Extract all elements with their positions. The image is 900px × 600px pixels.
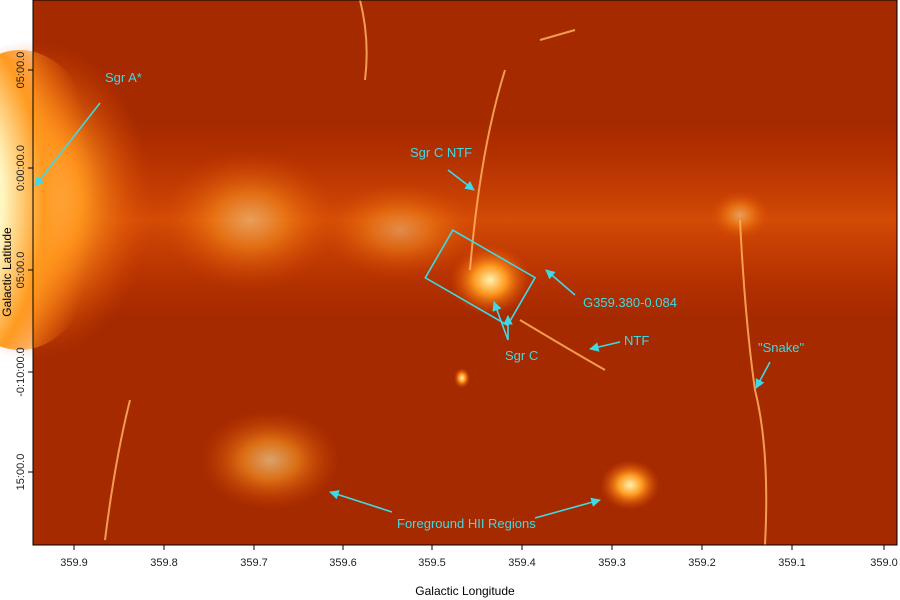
- arrow: [447, 169, 475, 191]
- x-tick-label: 359.4: [508, 557, 536, 569]
- y-axis-label: Galactic Latitude: [0, 227, 14, 317]
- label: Sgr C: [505, 348, 538, 363]
- arrow: [545, 269, 576, 296]
- frame: [32, 0, 898, 546]
- x-tick-label: 359.7: [240, 557, 268, 569]
- arrow: [755, 361, 771, 389]
- arrow: [589, 341, 621, 352]
- arrow: [492, 301, 509, 341]
- annotations: Sgr A* Sgr C NTF G359.380-0.084 Sgr C NT…: [34, 70, 804, 531]
- y-tick-label: 15:00.0: [15, 454, 27, 491]
- x-tick-label: 359.9: [60, 557, 88, 569]
- label: Sgr A*: [105, 70, 142, 85]
- label: Foreground HII Regions: [397, 516, 536, 531]
- x-tick-label: 359.8: [150, 557, 178, 569]
- ticks: 359.9 359.8 359.7 359.6 359.5 359.4 359.3 359.2…: [15, 52, 898, 569]
- label: Sgr C NTF: [410, 145, 472, 160]
- radio-image: [0, 0, 897, 546]
- arrow: [329, 490, 393, 513]
- label: "Snake": [758, 340, 804, 355]
- arrow: [534, 497, 601, 519]
- sgr-c-box: [424, 229, 537, 327]
- x-tick-label: 359.5: [418, 557, 446, 569]
- x-axis-label: Galactic Longitude: [415, 584, 515, 598]
- y-tick-label: 0:00:00.0: [15, 145, 27, 191]
- y-tick-label: 05:00.0: [15, 252, 27, 289]
- x-tick-label: 359.6: [329, 557, 357, 569]
- label: NTF: [624, 333, 649, 348]
- y-tick-label: -0:10:00.0: [15, 347, 27, 397]
- arrow: [34, 102, 101, 187]
- x-tick-label: 359.1: [778, 557, 806, 569]
- x-tick-label: 359.3: [598, 557, 626, 569]
- y-tick-label: 05:00.0: [15, 52, 27, 89]
- label: G359.380-0.084: [583, 295, 677, 310]
- x-tick-label: 359.2: [688, 557, 716, 569]
- x-tick-label: 359.0: [870, 557, 898, 569]
